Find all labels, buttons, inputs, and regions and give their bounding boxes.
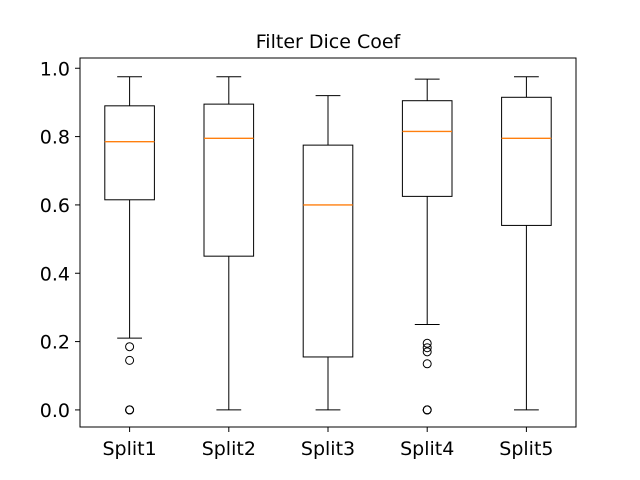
outlier-point — [422, 405, 432, 415]
plot-area: 0.0 0.2 0.4 0.6 0.8 1.0 Split1 Split2 Split3 Spli… — [40, 58, 554, 460]
y-tick-label: 0.2 — [40, 332, 70, 354]
x-tick-label: Split1 — [102, 438, 156, 460]
chart-title: Filter Dice Coef — [256, 31, 402, 53]
x-tick-label: Split4 — [400, 438, 454, 460]
iqr-box — [501, 96, 552, 226]
outlier-point — [422, 359, 432, 369]
y-tick-label: 0.8 — [40, 127, 70, 149]
x-tick-label: Split3 — [301, 438, 355, 460]
iqr-box — [203, 103, 255, 257]
x-tick-label: Split5 — [499, 438, 553, 460]
iqr-box — [401, 100, 453, 197]
outlier-point — [422, 338, 432, 348]
y-tick-label: 0.4 — [40, 263, 70, 285]
y-tick-label: 1.0 — [40, 58, 70, 80]
iqr-box — [104, 105, 155, 201]
iqr-box — [302, 144, 354, 358]
y-tick-label: 0.0 — [40, 400, 70, 422]
outlier-point — [422, 347, 432, 357]
outlier-point — [125, 342, 135, 352]
outlier-point — [125, 355, 135, 365]
x-tick-label: Split2 — [202, 438, 256, 460]
y-tick-label: 0.6 — [40, 195, 70, 217]
outlier-point — [125, 405, 135, 415]
outlier-point — [422, 343, 432, 353]
axes-frame — [79, 57, 577, 428]
